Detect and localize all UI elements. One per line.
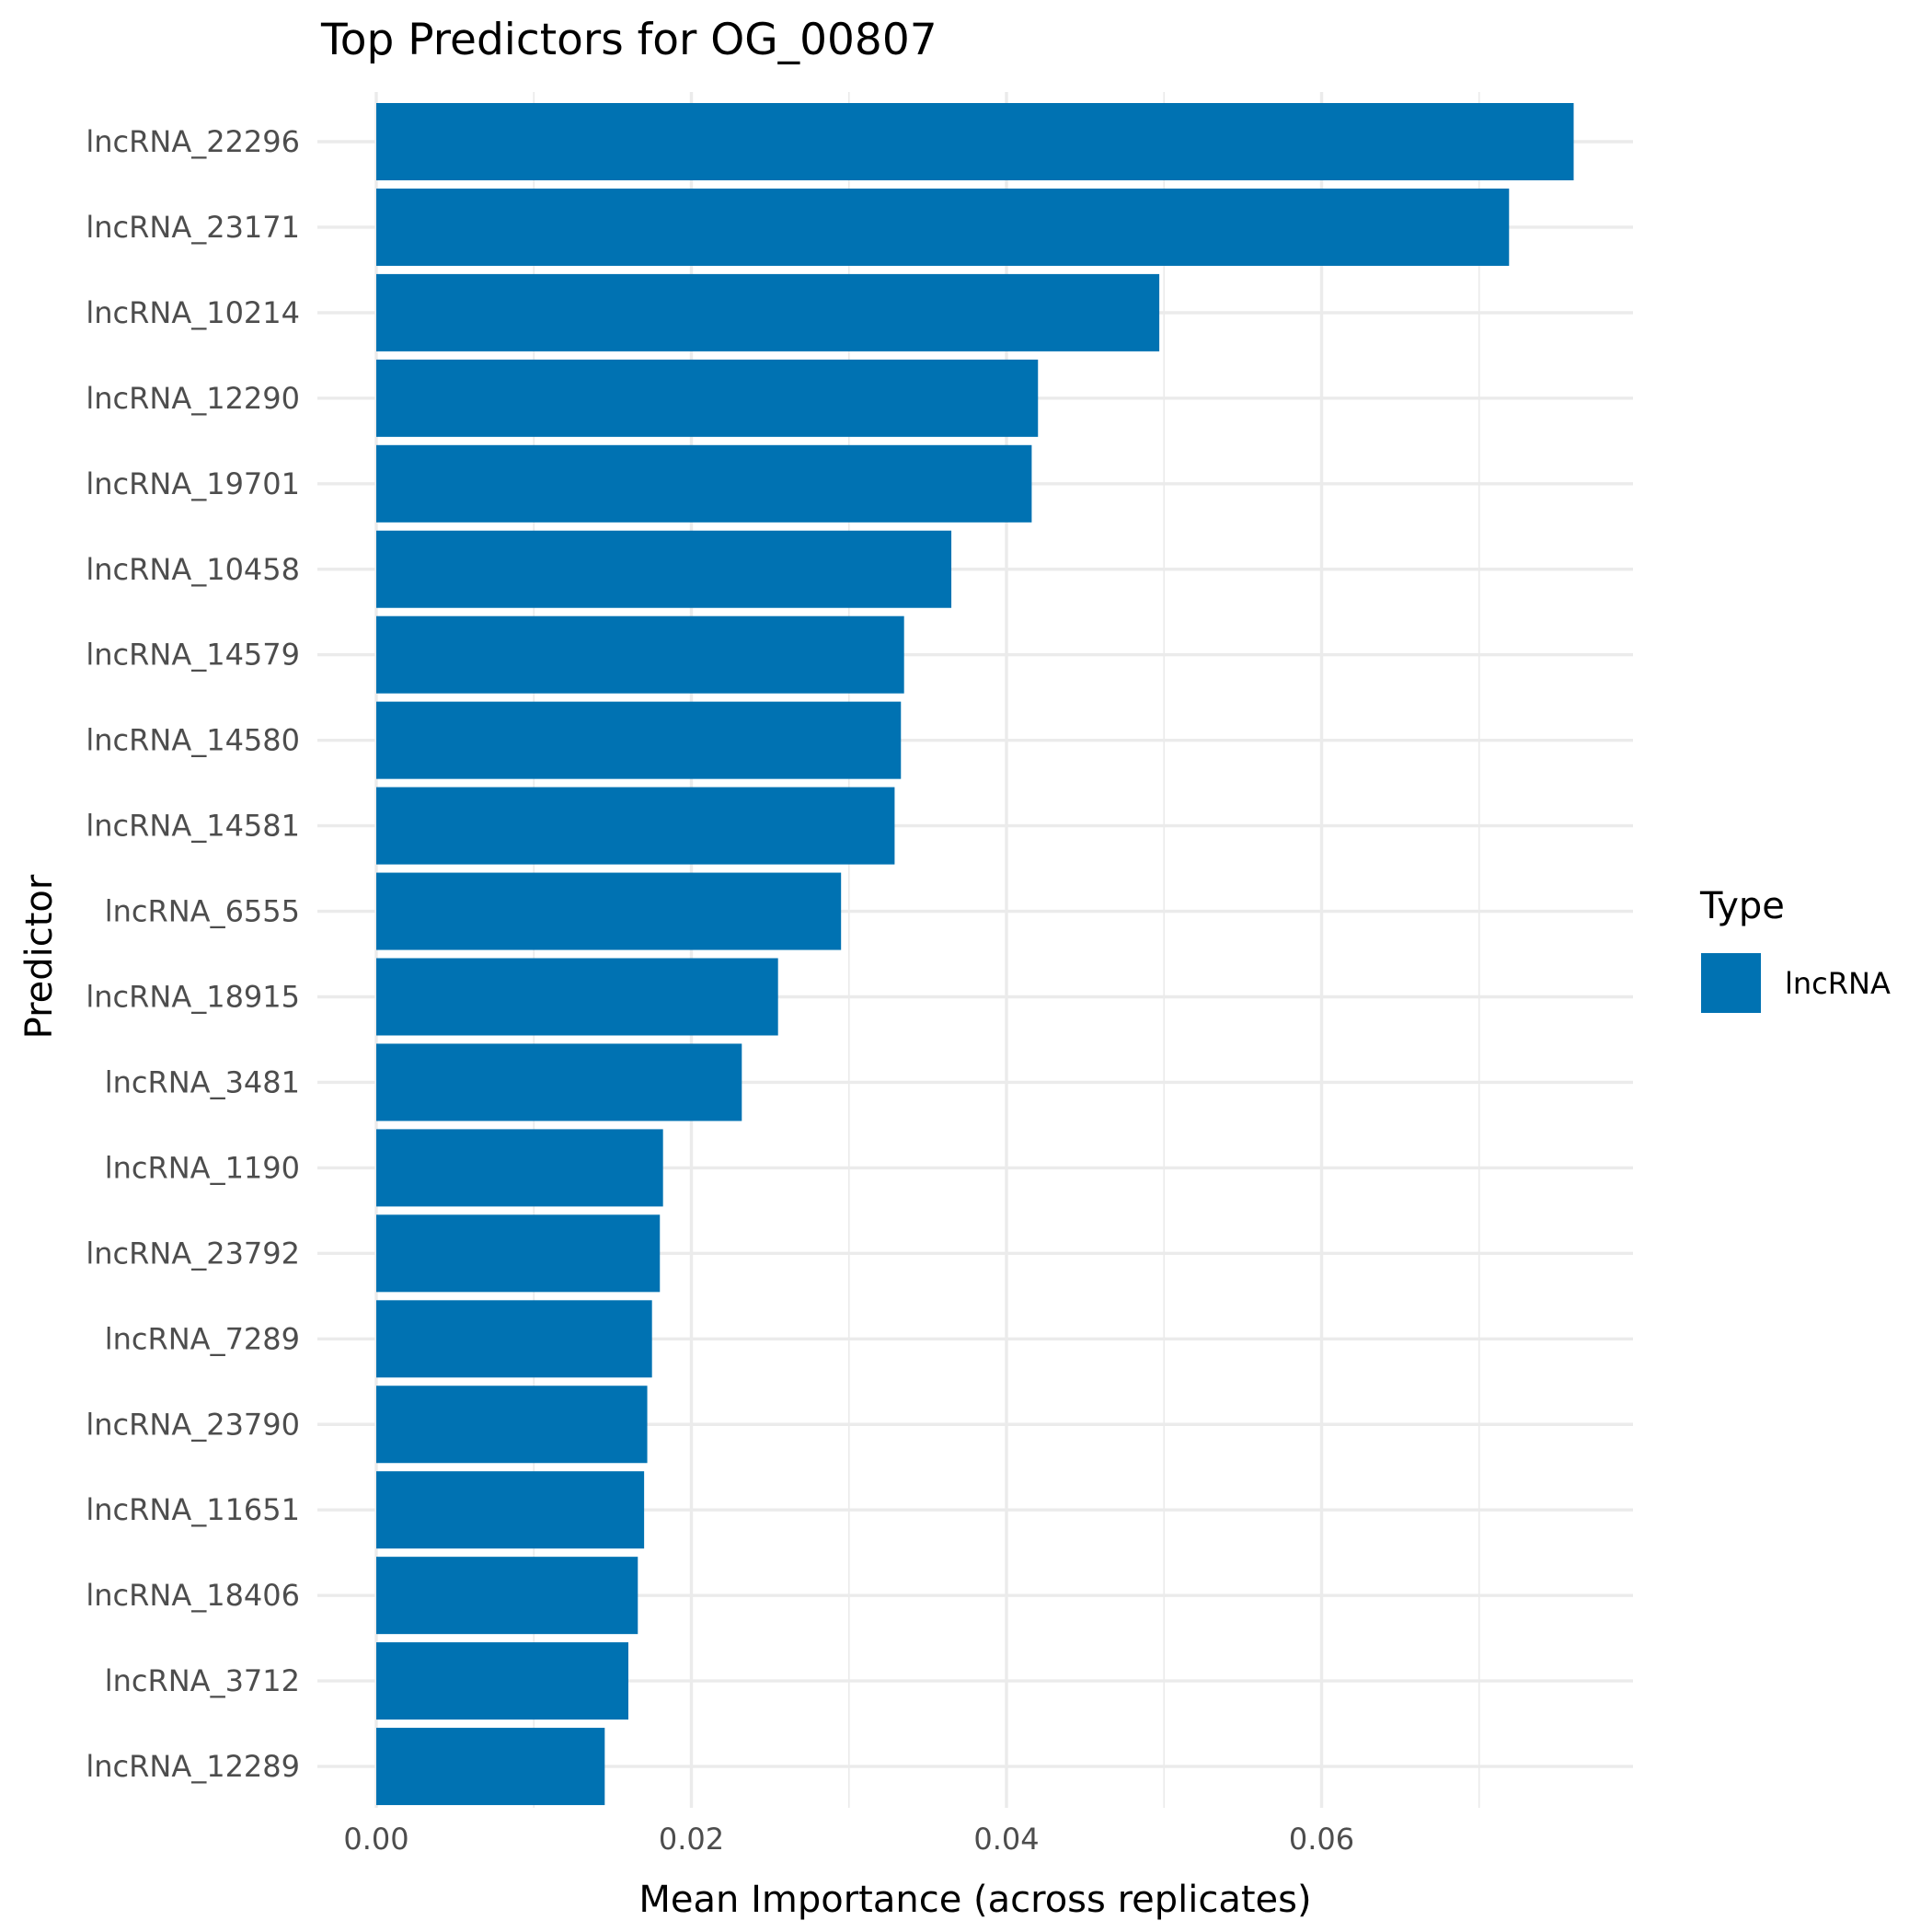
y-tick-label: lncRNA_10458 (86, 552, 300, 587)
x-axis-tick-labels: 0.00 0.02 0.04 0.06 (343, 1822, 1354, 1857)
y-axis-tick-labels: lncRNA_22296 lncRNA_23171 lncRNA_10214 lncR… (86, 124, 300, 1784)
y-tick-label: lncRNA_14580 (86, 723, 300, 758)
bar-lncrna_10214 (376, 273, 1160, 351)
x-axis-title: Mean Importance (across replicates) (638, 1879, 1311, 1921)
bar-lncrna_10458 (376, 530, 952, 608)
legend-label-lncrna: lncRNA (1785, 966, 1891, 1001)
y-axis-title: Predictor (18, 874, 61, 1039)
y-tick-label: lncRNA_12289 (86, 1749, 300, 1784)
y-tick-label: lncRNA_22296 (86, 124, 300, 159)
y-tick-label: lncRNA_12290 (86, 381, 300, 416)
bar-lncrna_6555 (376, 872, 842, 950)
y-tick-label: lncRNA_23171 (86, 210, 300, 245)
bars (376, 103, 1574, 1806)
bar-lncrna_18915 (376, 958, 778, 1036)
bar-lncrna_12289 (376, 1728, 605, 1806)
legend-swatch-lncrna (1701, 953, 1761, 1013)
y-tick-label: lncRNA_14579 (86, 638, 300, 673)
legend-title: Type (1699, 885, 1785, 927)
bar-lncrna_18406 (376, 1557, 638, 1635)
y-tick-label: lncRNA_3481 (105, 1064, 300, 1099)
y-tick-label: lncRNA_6555 (105, 894, 300, 929)
y-tick-label: lncRNA_1190 (105, 1150, 300, 1185)
bar-lncrna_11651 (376, 1471, 645, 1549)
y-tick-label: lncRNA_3712 (105, 1663, 300, 1698)
bar-lncrna_23792 (376, 1214, 661, 1293)
bar-lncrna_3481 (376, 1043, 742, 1121)
y-tick-label: lncRNA_19701 (86, 466, 300, 501)
chart-title: Top Predictors for OG_00807 (320, 15, 937, 65)
y-tick-label: lncRNA_23792 (86, 1236, 300, 1271)
x-tick-label: 0.02 (659, 1822, 724, 1857)
y-tick-label: lncRNA_23790 (86, 1407, 300, 1442)
bar-lncrna_1190 (376, 1129, 663, 1207)
x-tick-label: 0.04 (973, 1822, 1039, 1857)
y-tick-label: lncRNA_11651 (86, 1492, 300, 1527)
bar-lncrna_12290 (376, 359, 1039, 437)
bar-lncrna_14579 (376, 615, 904, 694)
bar-lncrna_3712 (376, 1642, 628, 1720)
bar-lncrna_14581 (376, 787, 895, 865)
x-tick-label: 0.00 (343, 1822, 408, 1857)
bar-lncrna_23171 (376, 188, 1510, 266)
bar-lncrna_23790 (376, 1386, 648, 1464)
bar-lncrna_14580 (376, 701, 902, 779)
y-tick-label: lncRNA_18915 (86, 980, 300, 1015)
y-tick-label: lncRNA_18406 (86, 1578, 300, 1613)
bar-lncrna_19701 (376, 444, 1032, 523)
x-tick-label: 0.06 (1289, 1822, 1354, 1857)
legend: Type lncRNA (1699, 885, 1891, 1013)
y-tick-label: lncRNA_10214 (86, 295, 300, 330)
bar-lncrna_22296 (376, 103, 1574, 180)
y-tick-label: lncRNA_14581 (86, 809, 300, 844)
bar-lncrna_7289 (376, 1300, 652, 1378)
y-tick-label: lncRNA_7289 (105, 1321, 300, 1356)
